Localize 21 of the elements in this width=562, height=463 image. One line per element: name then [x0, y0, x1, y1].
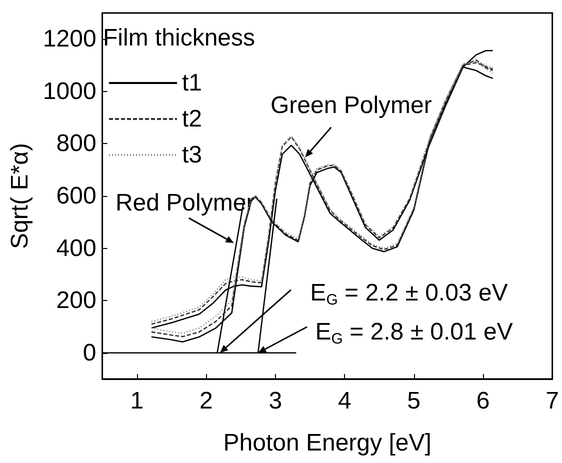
legend-title: Film thickness	[103, 24, 256, 52]
y-tick-label: 200	[56, 287, 96, 314]
x-tick-label: 2	[199, 388, 213, 414]
y-tick-label: 600	[56, 182, 96, 210]
legend-label: t1	[182, 70, 202, 96]
x-tick-label: 3	[268, 388, 282, 414]
y-tick-label: 0	[82, 339, 96, 366]
legend-label: t3	[182, 142, 202, 168]
y-axis-title: Sqrt( E*α)	[6, 143, 34, 249]
y-tick-label: 800	[56, 130, 96, 158]
x-axis-title: Photon Energy [eV]	[223, 430, 432, 456]
y-tick-label: 400	[56, 234, 96, 262]
x-tick-label: 4	[338, 388, 352, 414]
x-tick-label: 6	[476, 388, 490, 414]
x-tick-label: 1	[130, 388, 144, 414]
y-tick-label: 1000	[42, 78, 96, 105]
x-tick-label: 5	[407, 388, 421, 414]
legend-label: t2	[182, 106, 202, 132]
x-tick-label: 7	[546, 388, 560, 414]
annotation: Green Polymer	[270, 92, 432, 119]
y-tick-label: 1200	[42, 26, 96, 53]
